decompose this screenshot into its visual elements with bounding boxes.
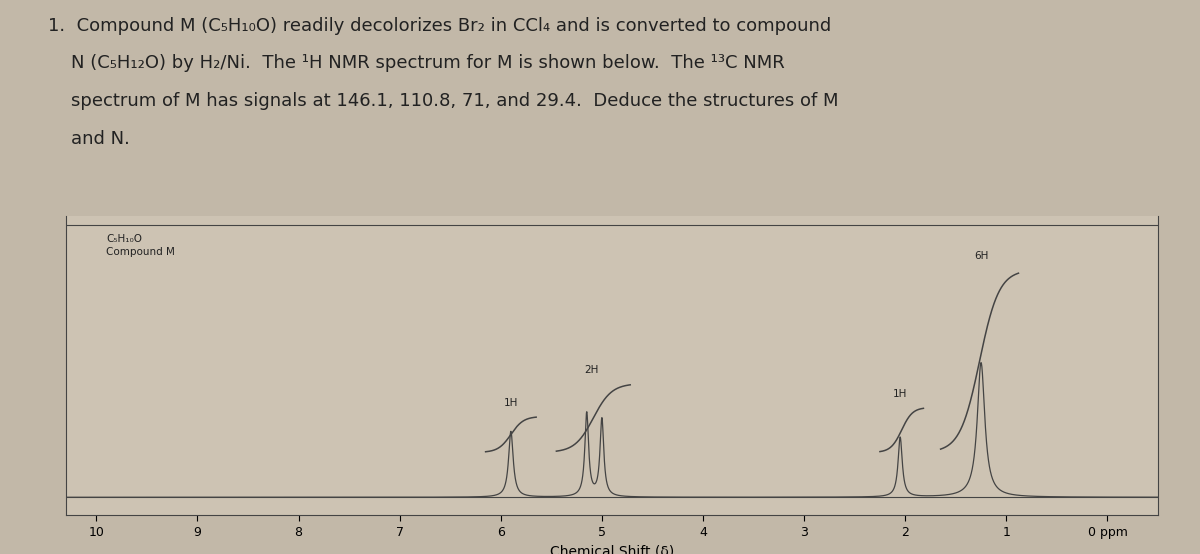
Text: 2H: 2H	[584, 365, 599, 375]
Text: 1.  Compound M (C₅H₁₀O) readily decolorizes Br₂ in CCl₄ and is converted to comp: 1. Compound M (C₅H₁₀O) readily decoloriz…	[48, 17, 832, 34]
Text: and N.: and N.	[48, 130, 130, 147]
Text: N (C₅H₁₂O) by H₂/Ni.  The ¹H NMR spectrum for M is shown below.  The ¹³C NMR: N (C₅H₁₂O) by H₂/Ni. The ¹H NMR spectrum…	[48, 54, 785, 72]
Text: 1H: 1H	[893, 388, 907, 398]
X-axis label: Chemical Shift (δ): Chemical Shift (δ)	[550, 544, 674, 554]
Text: C₅H₁₀O
Compound M: C₅H₁₀O Compound M	[107, 234, 175, 257]
Text: 6H: 6H	[974, 251, 989, 261]
Text: 1H: 1H	[504, 398, 518, 408]
Text: spectrum of M has signals at 146.1, 110.8, 71, and 29.4.  Deduce the structures : spectrum of M has signals at 146.1, 110.…	[48, 92, 839, 110]
